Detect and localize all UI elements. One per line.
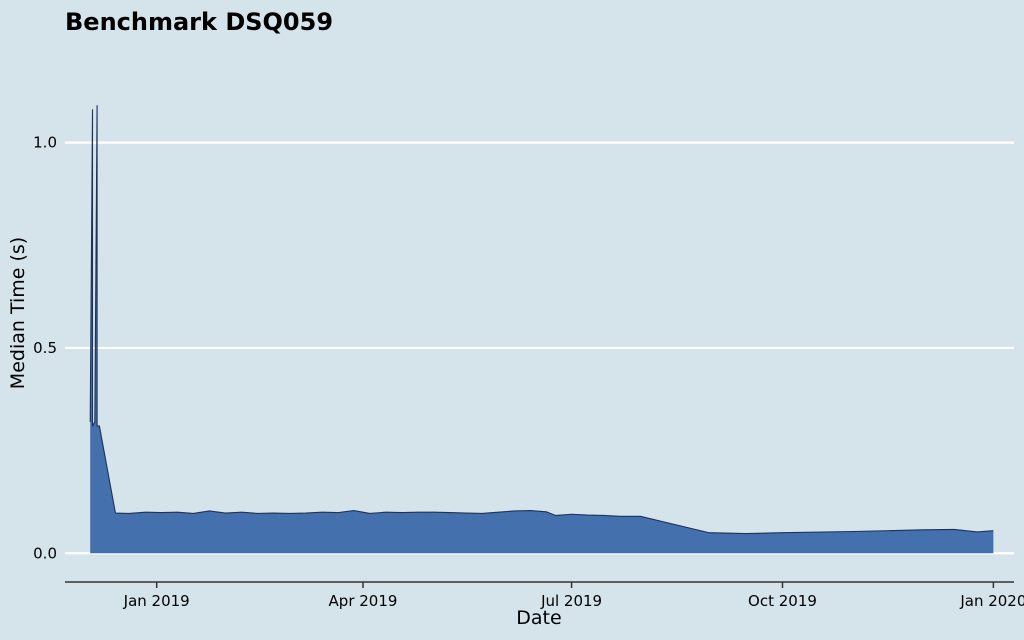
chart-title: Benchmark DSQ059 bbox=[65, 8, 333, 36]
grid-layer bbox=[65, 141, 1014, 555]
axis-layer: 0.0 0.5 1.0 Jan 2019 Apr 2019 Jul 2019 Oct 201… bbox=[33, 134, 1024, 610]
y-tick-label: 1.0 bbox=[33, 134, 57, 152]
series-line bbox=[89, 105, 994, 535]
y-axis-label: Median Time (s) bbox=[7, 237, 29, 389]
plot-layer bbox=[89, 105, 994, 554]
y-tick-label: 0.5 bbox=[33, 339, 57, 357]
x-tick-label: Oct 2019 bbox=[748, 592, 817, 610]
x-tick-label: Jan 2020 bbox=[959, 592, 1024, 610]
series-area bbox=[90, 105, 994, 554]
x-axis-label: Date bbox=[516, 607, 561, 629]
x-tick-label: Jul 2019 bbox=[540, 592, 602, 610]
x-tick-label: Jan 2019 bbox=[123, 592, 190, 610]
x-tick-label: Apr 2019 bbox=[329, 592, 398, 610]
y-tick-label: 0.0 bbox=[33, 544, 57, 562]
